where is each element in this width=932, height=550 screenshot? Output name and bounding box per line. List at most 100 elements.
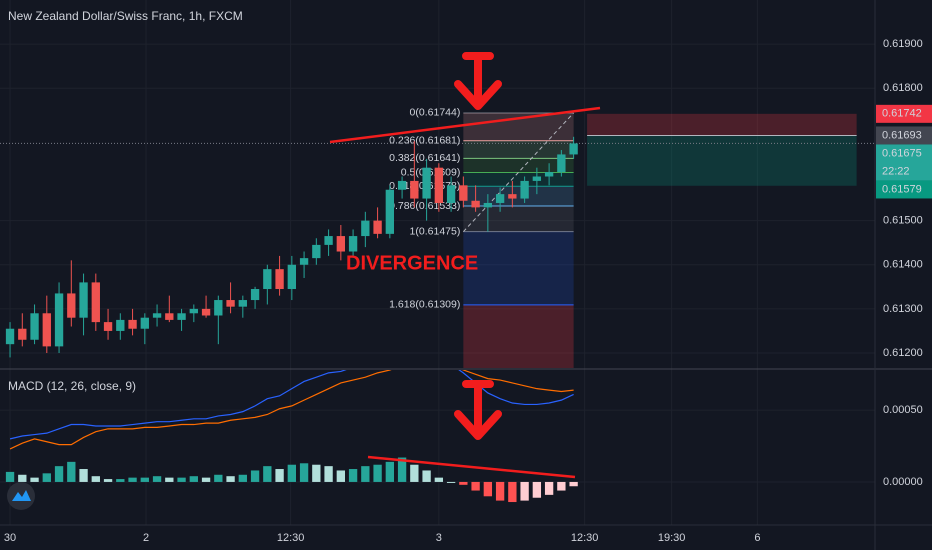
histogram-bar [263, 466, 272, 482]
fib-zone [463, 158, 574, 173]
histogram-bar [140, 477, 149, 482]
histogram-bar [434, 477, 444, 482]
histogram-bar [201, 477, 211, 482]
candle-body [18, 328, 27, 340]
x-tick-label: 2 [143, 532, 149, 544]
axes: 30 2 12:30 3 12:30 19:30 6 0.61900 0.61800 0.6150… [4, 38, 932, 544]
candle-body [299, 258, 309, 265]
histogram-bar [30, 477, 39, 482]
price-label: 0.61675 [882, 147, 922, 159]
countdown: 22:22 [882, 165, 910, 177]
candle-body [385, 189, 395, 234]
histogram-bar [422, 470, 431, 482]
candle-body [165, 313, 174, 320]
y-tick-label: 0.00000 [883, 476, 923, 488]
candle-body [42, 313, 51, 347]
fib-zone [463, 206, 574, 232]
candle-body [103, 322, 113, 331]
histogram-bar [397, 457, 407, 482]
candle-body [324, 236, 333, 245]
candle-body [495, 194, 505, 203]
histogram-bar [91, 476, 100, 482]
histogram-bar [103, 479, 113, 482]
price-label-box [876, 144, 932, 181]
histogram-bar [177, 477, 186, 482]
histogram-bar [116, 479, 125, 482]
x-tick-label: 3 [436, 532, 442, 544]
candle-body [250, 289, 260, 301]
fib-zone [463, 140, 574, 159]
y-tick-label: 0.61200 [883, 347, 923, 359]
histogram-bar [67, 461, 76, 482]
histogram-bar [299, 463, 309, 482]
fib-zone [463, 186, 574, 207]
histogram-bar [557, 481, 566, 491]
candle-body [312, 244, 321, 259]
histogram-bar [189, 476, 198, 482]
y-tick-label: 0.61800 [883, 82, 923, 94]
histogram-bar [520, 481, 529, 501]
price-label: 0.61693 [882, 129, 922, 141]
candle-body [544, 172, 554, 177]
candle-body [361, 220, 370, 237]
histogram-bar [42, 473, 51, 482]
candle-body [483, 202, 493, 208]
x-tick-label: 19:30 [658, 532, 686, 544]
histogram-bar [79, 469, 88, 482]
candle-body [91, 282, 100, 323]
candle-body [446, 185, 456, 203]
y-tick-label: 0.00050 [883, 404, 923, 416]
histogram-bar [54, 466, 64, 482]
histogram-bar [324, 466, 333, 482]
histogram-bar [226, 476, 235, 482]
y-tick-label: 0.61500 [883, 215, 923, 227]
price-label-box [876, 126, 932, 145]
candle-body [532, 176, 542, 181]
candle-body [397, 180, 407, 190]
histogram-bar [508, 481, 517, 503]
histogram-bar [385, 461, 395, 482]
y-tick-label: 0.61400 [883, 259, 923, 271]
x-tick-label: 12:30 [571, 532, 599, 544]
histogram-bar [275, 469, 284, 482]
histogram-bar [532, 481, 542, 498]
chart-title: New Zealand Dollar/Swiss Franc, 1h, FXCM [8, 9, 243, 23]
arrow-down [454, 52, 502, 110]
candle-body [152, 313, 162, 318]
arrow-down [454, 380, 502, 440]
candle-body [410, 180, 419, 199]
histogram-bar [238, 474, 247, 482]
candle-body [422, 167, 431, 199]
indicator-line [9, 370, 574, 450]
candle-body [79, 282, 88, 318]
histogram-bar [152, 476, 162, 482]
histogram-bar [214, 474, 223, 482]
histogram-bar [165, 477, 174, 482]
annotation: DIVERGENCE [346, 252, 478, 274]
price-trend-line [329, 106, 601, 144]
x-tick-label: 12:30 [277, 532, 305, 544]
histogram-bar [373, 464, 382, 482]
price-label: 0.61742 [882, 108, 922, 120]
x-tick-label: 30 [4, 532, 16, 544]
histogram-bar [5, 471, 15, 482]
candle-body [336, 236, 346, 252]
candle-body [520, 180, 529, 199]
candle-body [275, 269, 284, 290]
histogram-bar [495, 481, 505, 501]
fib-label: 0.236(0.61681) [389, 135, 460, 147]
candle-body [348, 236, 358, 252]
stop-zone [587, 113, 857, 136]
candle-body [54, 293, 64, 347]
histogram-bar [569, 481, 578, 487]
candle-body [30, 313, 39, 340]
histogram-bar [287, 464, 296, 482]
candle-body [569, 143, 578, 155]
fib-trend [462, 112, 574, 232]
histogram-bar [459, 481, 468, 485]
histogram-bar [471, 481, 480, 491]
histogram-bar [483, 481, 493, 497]
target-zone [587, 135, 857, 186]
logo-icon [12, 490, 31, 501]
